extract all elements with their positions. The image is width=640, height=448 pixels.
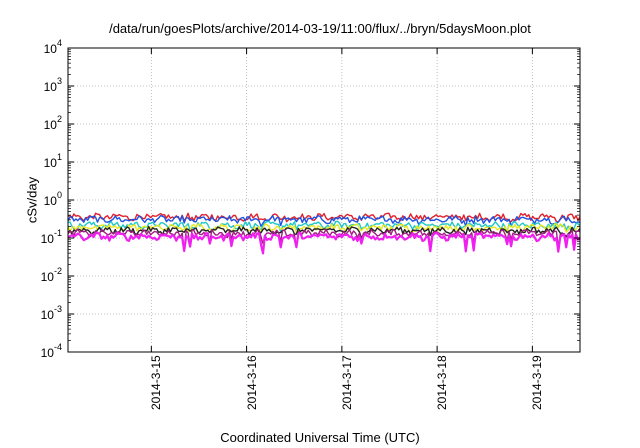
x-tick-label: 2014-3-17 — [339, 355, 354, 410]
y-tick-base: 10 — [43, 156, 57, 170]
x-tick-label: 2014-3-16 — [244, 355, 259, 410]
chart-title: /data/run/goesPlots/archive/2014-03-19/1… — [109, 21, 531, 36]
series-group — [67, 212, 581, 255]
y-tick-base: 10 — [40, 270, 54, 284]
series-line-3 — [67, 223, 581, 234]
y-tick-base: 10 — [43, 42, 57, 56]
y-tick-exponent: 3 — [56, 76, 62, 86]
y-tick-exponent: 4 — [56, 38, 62, 48]
y-tick-label: 102 — [43, 114, 62, 132]
y-tick-label: 101 — [43, 152, 62, 170]
x-tick-label: 2014-3-18 — [435, 355, 450, 410]
y-tick-exponent: -1 — [53, 228, 62, 238]
y-tick-label: 10-4 — [40, 342, 62, 360]
y-tick-exponent: -2 — [53, 266, 62, 276]
y-tick-exponent: 0 — [56, 190, 62, 200]
y-tick-base: 10 — [43, 80, 57, 94]
grid — [68, 48, 580, 352]
y-tick-label: 103 — [43, 76, 62, 94]
x-tick-label: 2014-3-15 — [149, 355, 164, 410]
series-line-5 — [67, 228, 581, 251]
series-line-0 — [67, 212, 581, 223]
y-tick-base: 10 — [43, 118, 57, 132]
y-tick-base: 10 — [40, 308, 54, 322]
y-tick-label: 10-3 — [40, 304, 62, 322]
y-tick-base: 10 — [43, 194, 57, 208]
y-tick-label: 10-1 — [40, 228, 62, 246]
y-tick-exponent: 1 — [56, 152, 62, 162]
y-tick-exponent: -3 — [53, 304, 62, 314]
y-axis-label: cSv/day — [24, 176, 40, 224]
series-line-1 — [67, 214, 581, 227]
y-tick-base: 10 — [40, 346, 54, 360]
y-tick-label: 10-2 — [40, 266, 62, 284]
y-tick-exponent: -4 — [53, 342, 62, 352]
tick-marks — [68, 47, 580, 353]
y-tick-label: 104 — [43, 38, 62, 56]
y-tick-base: 10 — [40, 232, 54, 246]
x-tick-label: 2014-3-19 — [530, 355, 545, 410]
x-axis-label: Coordinated Universal Time (UTC) — [220, 430, 420, 445]
y-tick-label: 100 — [43, 190, 62, 208]
y-tick-exponent: 2 — [56, 114, 62, 124]
series-line-6 — [67, 231, 581, 255]
